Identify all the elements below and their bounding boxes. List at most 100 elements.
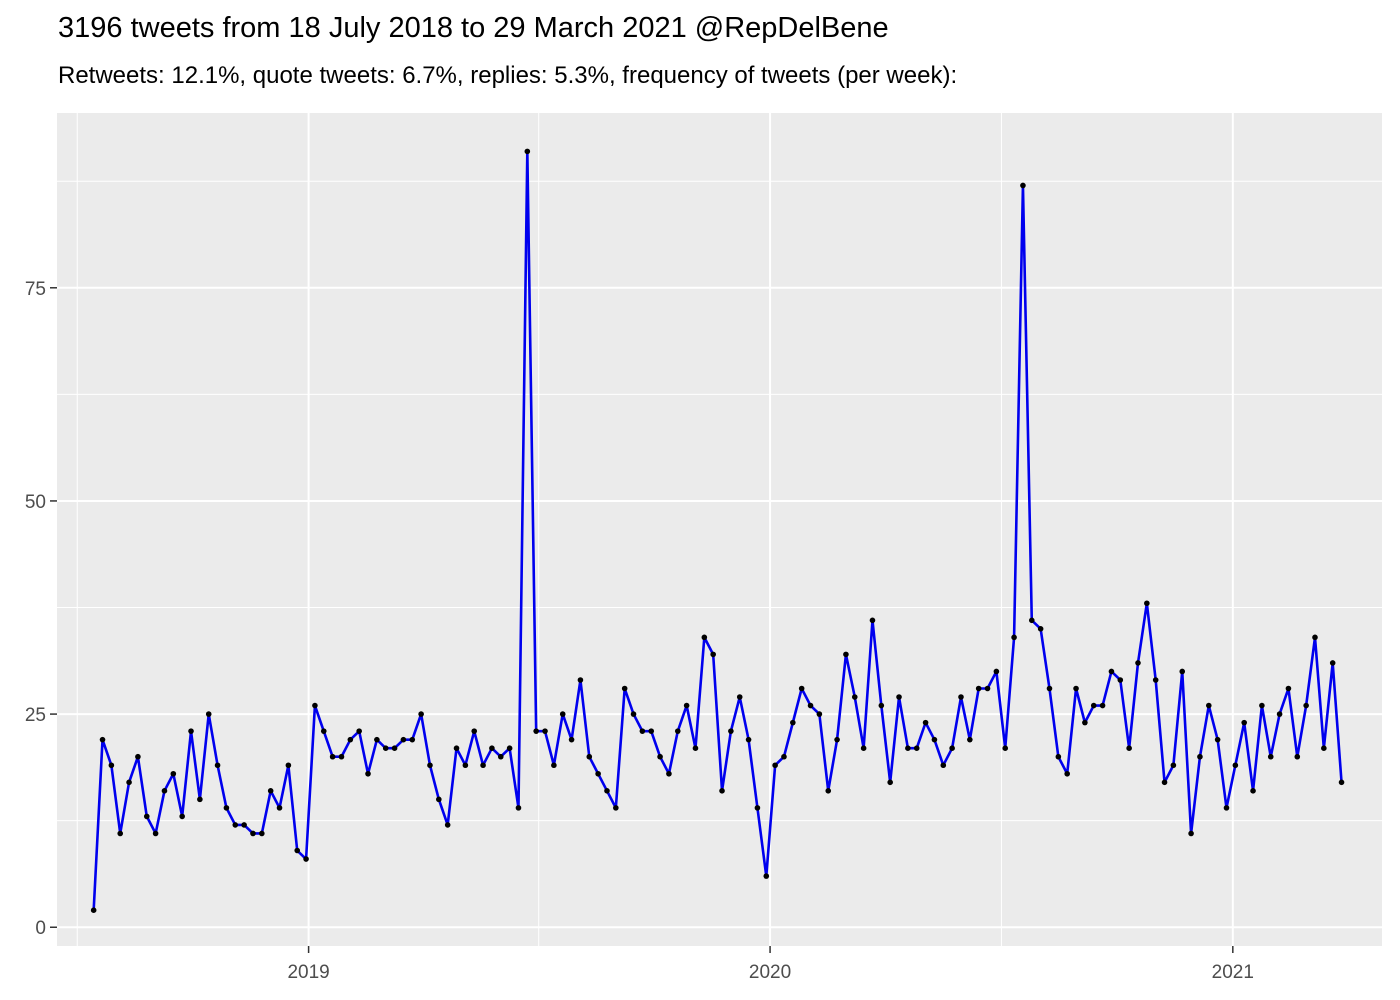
data-point	[1303, 702, 1309, 709]
data-point	[984, 685, 991, 692]
x-tick-label: 2019	[287, 962, 329, 983]
data-point	[356, 728, 362, 734]
data-point	[1329, 660, 1336, 666]
data-point	[648, 728, 655, 734]
data-point	[1214, 736, 1221, 743]
data-point	[1259, 702, 1265, 709]
data-point	[1338, 779, 1345, 786]
data-point	[170, 770, 177, 777]
data-point	[913, 745, 920, 751]
data-point	[1250, 788, 1256, 794]
data-point	[143, 813, 150, 820]
data-point	[860, 745, 867, 751]
data-point	[533, 728, 539, 734]
data-point	[931, 736, 938, 743]
data-point	[374, 736, 380, 743]
data-point	[993, 668, 1000, 675]
data-point	[382, 745, 389, 751]
data-point	[312, 702, 318, 709]
data-point	[497, 753, 504, 760]
data-point	[161, 788, 168, 794]
data-point	[878, 702, 885, 709]
data-point	[135, 753, 141, 760]
data-point	[347, 736, 354, 743]
data-point	[1126, 745, 1132, 751]
data-point	[250, 830, 256, 837]
chart-title: 3196 tweets from 18 July 2018 to 29 Marc…	[58, 12, 889, 44]
data-point	[896, 694, 902, 700]
data-point	[1179, 668, 1186, 675]
data-point	[586, 753, 593, 760]
data-point	[1285, 685, 1292, 692]
data-point	[126, 779, 132, 786]
data-point	[1099, 702, 1106, 709]
data-point	[285, 762, 292, 769]
data-point	[400, 736, 407, 743]
data-point	[551, 762, 557, 769]
y-axis-labels: 0 25 50 75	[25, 279, 46, 939]
data-point	[1082, 719, 1088, 726]
data-point	[719, 788, 725, 794]
data-point	[294, 847, 301, 854]
data-point	[329, 753, 336, 760]
data-point	[1312, 634, 1318, 641]
data-point	[99, 736, 106, 743]
data-point	[259, 830, 265, 837]
data-point	[834, 736, 840, 743]
data-point	[506, 745, 513, 751]
data-point	[728, 728, 734, 734]
data-point	[798, 685, 805, 692]
data-point	[338, 753, 345, 760]
data-point	[1117, 677, 1124, 683]
data-point	[188, 728, 194, 734]
axis-ticks	[50, 287, 1234, 953]
series-line	[92, 150, 1343, 911]
data-point	[1223, 805, 1230, 811]
data-point	[1188, 830, 1194, 837]
data-point	[1037, 626, 1044, 632]
data-point	[152, 830, 159, 837]
data-point	[1011, 634, 1017, 641]
data-point	[701, 634, 708, 641]
data-point	[613, 805, 619, 811]
data-point	[922, 719, 929, 726]
data-point	[790, 719, 796, 726]
data-point	[887, 779, 893, 786]
data-point	[462, 762, 469, 769]
x-axis-labels: 2019 2020 2021	[287, 962, 1253, 983]
data-point	[595, 770, 601, 777]
data-point	[542, 728, 548, 734]
y-tick-label: 50	[25, 492, 46, 513]
data-point	[179, 813, 185, 820]
data-point	[843, 651, 849, 658]
data-point	[568, 736, 575, 743]
data-point	[1321, 745, 1327, 751]
x-tick-label: 2020	[749, 962, 791, 983]
data-point	[577, 677, 584, 683]
data-point	[524, 148, 531, 155]
data-point	[480, 762, 486, 769]
data-point	[621, 685, 628, 692]
data-point	[267, 788, 274, 794]
data-point	[1152, 677, 1159, 683]
data-point	[276, 805, 283, 811]
data-point	[604, 788, 610, 794]
data-point	[436, 796, 442, 803]
data-point	[851, 694, 858, 700]
data-point	[781, 753, 787, 760]
data-point	[674, 728, 681, 734]
data-point	[444, 822, 451, 828]
x-tick-label: 2021	[1212, 962, 1254, 983]
data-point	[409, 736, 416, 743]
data-point	[1205, 702, 1212, 709]
data-point	[1020, 182, 1026, 189]
data-point	[1267, 753, 1274, 760]
data-point	[639, 728, 646, 734]
data-point	[692, 745, 699, 751]
data-point	[1170, 762, 1177, 769]
y-tick-label: 25	[25, 705, 46, 726]
data-point	[949, 745, 955, 751]
data-point	[320, 728, 327, 734]
data-point	[197, 796, 203, 803]
